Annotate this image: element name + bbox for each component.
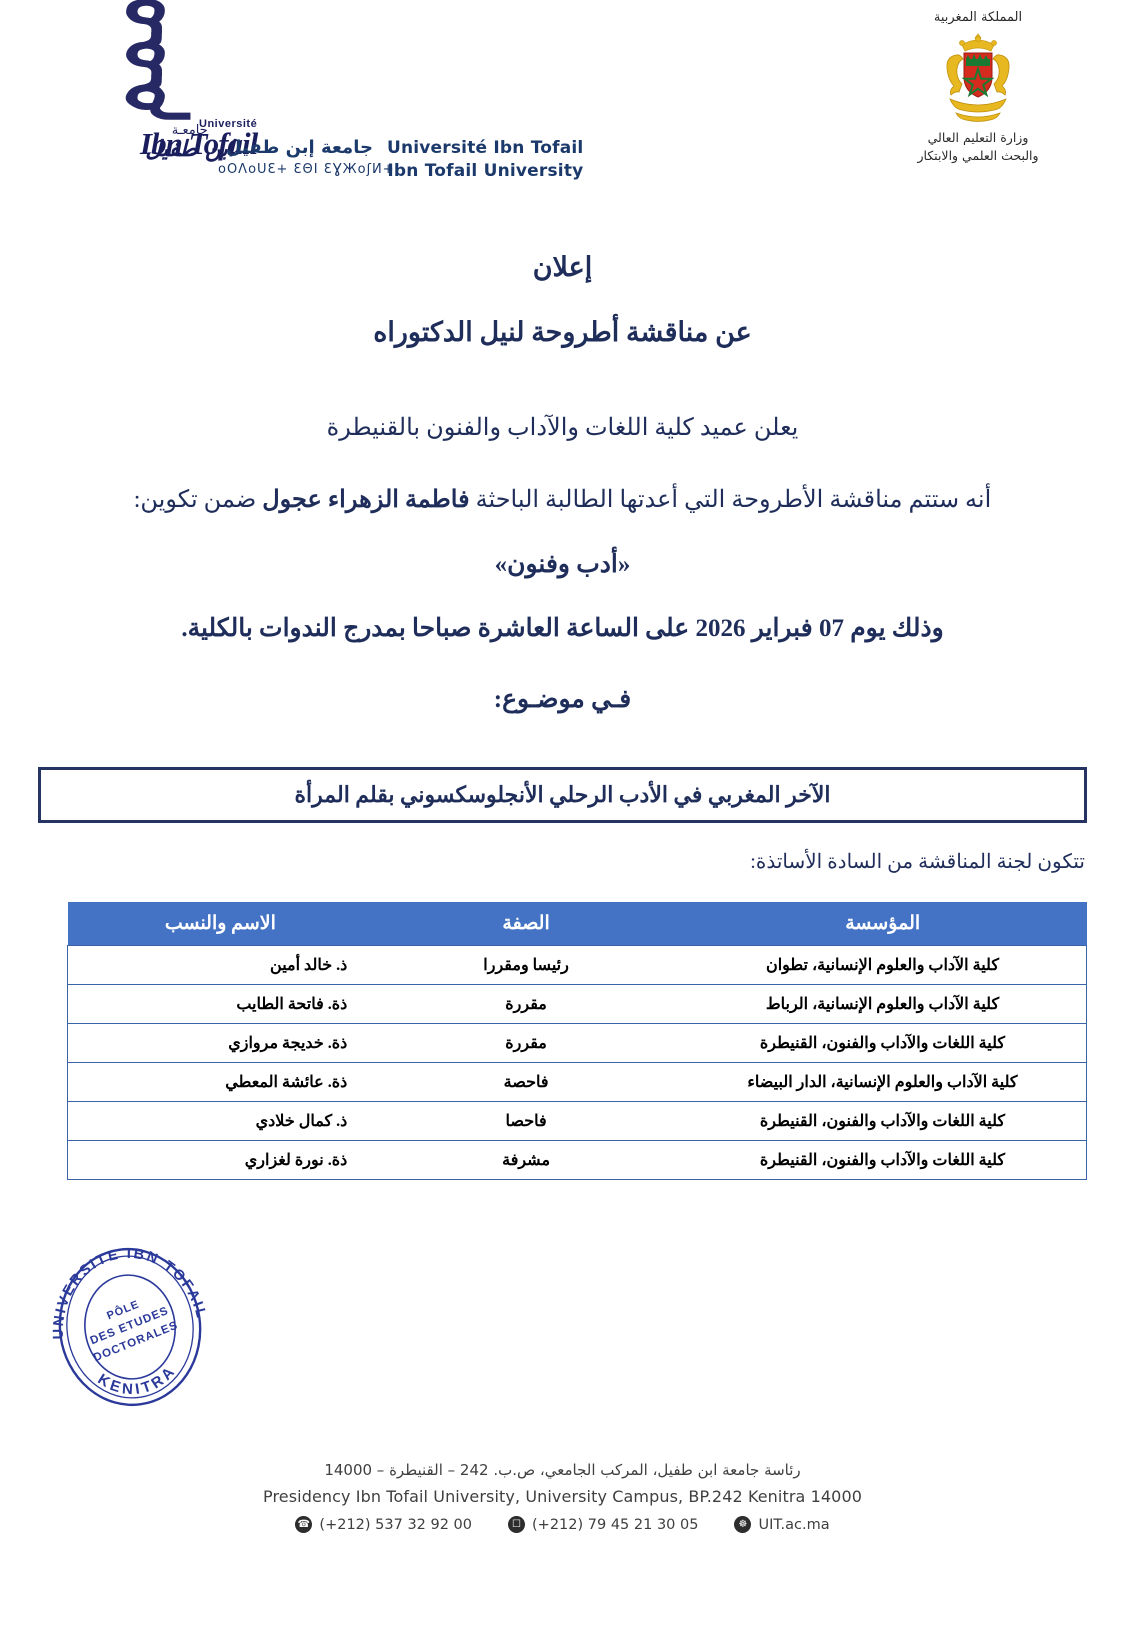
cell-name: ذة. نورة لغزاري (67, 1139, 374, 1180)
globe-icon: ☸ (734, 1516, 752, 1533)
committee-table-body: كلية الآداب والعلوم الإنسانية، تطوان رئي… (67, 944, 1087, 1180)
committee-table: المؤسسة الصفة الاسم والنسب كلية الآداب و… (67, 901, 1087, 1180)
cell-name: ذة. خديجة مروازي (67, 1022, 374, 1063)
cell-institution: كلية الآداب والعلوم الإنسانية، تطوان (678, 944, 1087, 985)
university-logo: ممم جامعـة ابن طفيل Université Ibn Tofai… (42, 0, 583, 184)
footer-address-english: Presidency Ibn Tofail University, Univer… (262, 1487, 863, 1506)
cell-role: مقررة (373, 1022, 679, 1063)
defense-datetime-line: وذلك يوم 07 فبراير 2026 على الساعة العاش… (181, 614, 944, 642)
committee-table-head: المؤسسة الصفة الاسم والنسب (67, 901, 1087, 945)
cell-name: ذ. خالد أمين (67, 944, 374, 985)
morocco-coat-of-arms-icon (946, 33, 1010, 122)
arabic-calligraphy-signature: جامعـة ابن طفيل (145, 124, 234, 161)
university-name-ar: جامعة إبن طفيل (226, 137, 373, 158)
table-row: كلية اللغات والآداب والفنون، القنيطرة مق… (67, 1022, 1087, 1063)
table-row: كلية الآداب والعلوم الإنسانية، تطوان رئي… (67, 944, 1087, 985)
university-name-row-2: Ibn Tofail University (226, 160, 583, 183)
announcement-title: إعلان (532, 252, 593, 282)
footer-phone-text: (+212) 537 32 92 00 (319, 1516, 473, 1533)
announcement-subtitle: عن مناقشة أطروحة لنيل الدكتوراه (373, 317, 752, 347)
official-stamp-icon: ★ UNIVERSITE IBN TOFAIL ★ KENITRA PÔLE D… (40, 1242, 211, 1407)
cell-role: فاحصة (373, 1061, 679, 1102)
column-header-role: الصفة (373, 901, 679, 945)
table-row: كلية الآداب والعلوم الإنسانية، الدار الب… (67, 1061, 1087, 1102)
ministry-line-2: والبحث العلمي والابتكار (917, 148, 1039, 164)
cell-role: فاحصا (373, 1100, 679, 1141)
cell-institution: كلية الآداب والعلوم الإنسانية، الرباط (678, 983, 1087, 1024)
table-row: كلية اللغات والآداب والفنون، القنيطرة مش… (67, 1139, 1087, 1180)
arabic-signature-top: جامعـة (171, 123, 208, 138)
column-header-name: الاسم والنسب (67, 901, 374, 945)
university-name-block: Université Ibn Tofail جامعة إبن طفيل Ibn… (226, 136, 583, 183)
footer-website[interactable]: ☸ UIT.ac.ma (734, 1516, 830, 1533)
footer-mobile: ☐ (+212) 79 45 21 30 05 (508, 1516, 698, 1533)
phone-icon: ☎ (295, 1516, 313, 1533)
ministry-line-1: وزارة التعليم العالي (927, 130, 1029, 145)
arabic-signature-main: ابن طفيل (145, 136, 234, 162)
tifinagh-script-text: +oOΛoUƐ+ ƐΘI ƐƔЖoʃИ (218, 162, 395, 177)
cell-role: مشرفة (373, 1139, 679, 1180)
committee-table-header-row: المؤسسة الصفة الاسم والنسب (67, 901, 1087, 945)
subject-label: فـي موضـوع: (493, 686, 632, 713)
university-name-row-1: Université Ibn Tofail جامعة إبن طفيل (226, 136, 583, 160)
calligraphy-swash-icon: ممم (53, 0, 191, 125)
dean-statement-line: يعلن عميد كلية اللغات والآداب والفنون با… (326, 415, 799, 441)
footer-website-text[interactable]: UIT.ac.ma (758, 1516, 830, 1533)
table-row: كلية الآداب والعلوم الإنسانية، الرباط مق… (67, 983, 1087, 1024)
cell-role: مقررة (373, 983, 679, 1024)
footer-phone: ☎ (+212) 537 32 92 00 (295, 1516, 472, 1533)
cell-name: ذ. كمال خلادي (67, 1100, 374, 1141)
column-header-institution: المؤسسة (678, 901, 1087, 945)
footer-address-arabic: رئاسة جامعة ابن طفيل، المركب الجامعي، ص.… (324, 1461, 801, 1479)
logo-wordmark-small: Université (199, 118, 258, 130)
cell-institution: كلية اللغات والآداب والفنون، القنيطرة (678, 1022, 1087, 1063)
cell-name: ذة. عائشة المعطي (67, 1061, 374, 1102)
footer-contacts: ☎ (+212) 537 32 92 00 ☐ (+212) 79 45 21 … (0, 1516, 1125, 1533)
footer-mobile-text: (+212) 79 45 21 30 05 (532, 1516, 699, 1533)
university-name-fr: Université Ibn Tofail (386, 138, 584, 158)
mobile-icon: ☐ (508, 1516, 526, 1533)
government-header-block: المملكة المغربية (863, 10, 1093, 165)
university-name-en: Ibn Tofail University (387, 161, 584, 182)
committee-intro-text: تتكون لجنة المناقشة من السادة الأساتذة: (750, 850, 1085, 873)
thesis-title-box: الآخر المغربي في الأدب الرحلي الأنجلوسكس… (38, 766, 1087, 823)
cell-role: رئيسا ومقررا (373, 944, 679, 985)
cell-name: ذة. فاتحة الطايب (67, 983, 374, 1024)
cell-institution: كلية اللغات والآداب والفنون، القنيطرة (678, 1139, 1087, 1180)
ministry-label: وزارة التعليم العالي والبحث العلمي والاب… (863, 129, 1093, 165)
page-header: ممم جامعـة ابن طفيل Université Ibn Tofai… (0, 0, 1125, 196)
cell-institution: كلية الآداب والعلوم الإنسانية، الدار الب… (678, 1061, 1087, 1102)
svg-text:KENITRA: KENITRA (93, 1360, 183, 1404)
kingdom-label: المملكة المغربية (933, 10, 1023, 25)
logo-wordmark: Université Ibn Tofail (140, 118, 258, 162)
program-name: «أدب وفنون» (494, 551, 631, 578)
cell-institution: كلية اللغات والآداب والفنون، القنيطرة (678, 1100, 1087, 1141)
thesis-line-suffix: ضمن تكوين: (133, 487, 263, 513)
student-name: فاطمة الزهراء عجول (262, 487, 470, 513)
table-row: كلية اللغات والآداب والفنون، القنيطرة فا… (67, 1100, 1087, 1141)
thesis-line-prefix: أنه ستتم مناقشة الأطروحة التي أعدتها الط… (469, 487, 992, 513)
page-footer: رئاسة جامعة ابن طفيل، المركب الجامعي، ص.… (0, 1461, 1125, 1533)
thesis-defense-line: أنه ستتم مناقشة الأطروحة التي أعدتها الط… (0, 482, 1125, 518)
logo-wordmark-big: Ibn Tofail (140, 126, 258, 161)
